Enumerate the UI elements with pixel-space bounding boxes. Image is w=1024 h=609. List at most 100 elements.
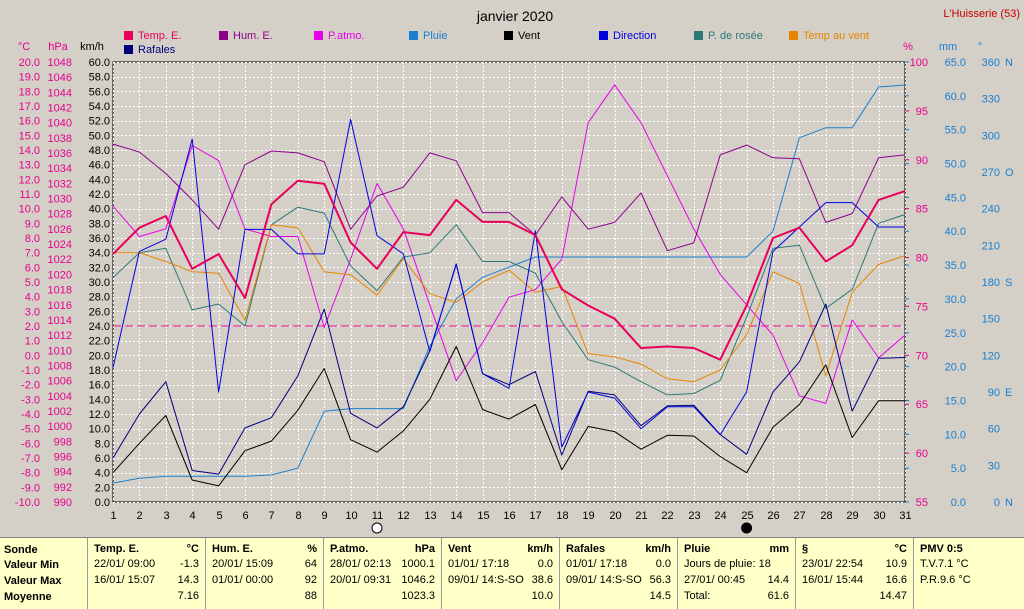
- wind-tick-label: 42.0: [89, 189, 110, 201]
- stats-wind-unit: km/h: [527, 543, 553, 555]
- stats-pmv-line2: P.R.9.6 °C: [920, 574, 971, 586]
- stats-hum-max-date: 01/01/ 00:00: [212, 574, 274, 586]
- chart-title: janvier 2020: [476, 8, 553, 24]
- pressure-tick-label: 1004: [48, 391, 72, 403]
- pressure-tick-label: 1026: [48, 224, 72, 236]
- legend-swatch: [314, 31, 323, 40]
- wind-tick-label: 40.0: [89, 204, 110, 216]
- x-tick-label: 20: [609, 510, 621, 522]
- x-tick-label: 22: [661, 510, 673, 522]
- x-tick-label: 8: [295, 510, 301, 522]
- rain-tick-label: 0.0: [951, 497, 966, 509]
- stats-min-label: Valeur Min: [4, 559, 60, 571]
- temp-axis-unit: °C: [18, 41, 30, 53]
- x-tick-label: 26: [767, 510, 779, 522]
- stats-max-label: Valeur Max: [4, 575, 62, 587]
- stats-press-header: P.atmo.: [330, 543, 369, 555]
- pressure-tick-label: 1018: [48, 285, 72, 297]
- legend-label: P. de rosée: [708, 30, 763, 42]
- stats-temp-max-val: 14.3: [177, 574, 199, 586]
- rain-tick-label: 25.0: [945, 328, 966, 340]
- temp-tick-label: 13.0: [19, 160, 40, 172]
- rain-tick-label: 5.0: [951, 463, 966, 475]
- x-tick-label: 28: [820, 510, 832, 522]
- pressure-tick-label: 1046: [48, 72, 72, 84]
- temp-tick-label: 0.0: [25, 350, 40, 362]
- legend-swatch: [789, 31, 798, 40]
- stats-press-panel: P.atmo. hPa 28/01/ 02:13 1000.1 20/01/ 0…: [324, 538, 442, 609]
- wind-tick-label: 36.0: [89, 233, 110, 245]
- temp-tick-label: -2.0: [21, 380, 40, 392]
- rain-tick-label: 30.0: [945, 294, 966, 306]
- humidity-tick-label: 55: [916, 497, 928, 509]
- temp-tick-label: 14.0: [19, 145, 40, 157]
- stats-gust-min-val: 0.0: [655, 558, 671, 570]
- legend-swatch: [409, 31, 418, 40]
- stats-press-avg: 1023.3: [401, 590, 435, 602]
- temp-tick-label: -9.0: [21, 482, 40, 494]
- legend-swatch: [694, 31, 703, 40]
- rain-tick-label: 20.0: [945, 362, 966, 374]
- x-tick-label: 27: [793, 510, 805, 522]
- wind-tick-label: 0.0: [95, 497, 110, 509]
- humidity-tick-label: 80: [916, 253, 928, 265]
- stats-temp-min-val: -1.3: [180, 558, 199, 570]
- temp-tick-label: 15.0: [19, 130, 40, 142]
- wind-tick-label: 58.0: [89, 72, 110, 84]
- temp-tick-label: -4.0: [21, 409, 40, 421]
- rain-axis-unit: mm: [939, 41, 957, 53]
- stats-wind-min-val: 0.0: [537, 558, 553, 570]
- temp-tick-label: -7.0: [21, 453, 40, 465]
- stats-pmv-header: PMV 0:5: [920, 543, 963, 555]
- stats-rain-total-label: Total:: [684, 590, 711, 602]
- pressure-tick-label: 1048: [48, 57, 72, 69]
- rain-tick-label: 50.0: [945, 159, 966, 171]
- stats-hum-min-date: 20/01/ 15:09: [212, 558, 274, 570]
- humidity-tick-label: 70: [916, 350, 928, 362]
- series-line-vent: [112, 346, 905, 487]
- series-line-direction: [112, 118, 905, 448]
- stats-gust-max-date: 09/01/ 14:S-SO: [566, 574, 642, 586]
- direction-tick-label: 90: [988, 387, 1000, 399]
- temp-tick-label: 7.0: [25, 248, 40, 260]
- x-tick-label: 17: [529, 510, 541, 522]
- stats-wind-min-date: 01/01/ 17:18: [448, 558, 510, 570]
- temp-tick-label: 1.0: [25, 336, 40, 348]
- stats-press-min-date: 28/01/ 02:13: [330, 558, 392, 570]
- stats-gust-avg: 14.5: [649, 590, 671, 602]
- wind-tick-label: 10.0: [89, 424, 110, 436]
- wind-tick-label: 14.0: [89, 394, 110, 406]
- series-line-hum-e-: [112, 143, 906, 252]
- stats-rain-unit: mm: [769, 543, 789, 555]
- pressure-axis-unit: hPa: [48, 41, 68, 53]
- pressure-tick-label: 1022: [48, 254, 72, 266]
- direction-tick-label: 330: [982, 94, 1000, 106]
- pressure-tick-label: 1032: [48, 178, 72, 190]
- x-tick-label: 14: [450, 510, 462, 522]
- stats-press-unit: hPa: [414, 543, 435, 555]
- direction-tick-label: 240: [982, 204, 1000, 216]
- chart-legend: Temp. E. Hum. E. P.atmo. Pluie Vent Direction…: [124, 30, 869, 56]
- rain-tick-label: 65.0: [945, 57, 966, 69]
- legend-swatch: [124, 31, 133, 40]
- rain-tick-label: 10.0: [945, 429, 966, 441]
- stats-press-max-date: 20/01/ 09:31: [330, 574, 392, 586]
- stats-rain-max-date: 27/01/ 00:45: [684, 574, 746, 586]
- direction-tick-label: 300: [982, 130, 1000, 142]
- x-tick-label: 4: [189, 510, 195, 522]
- wind-tick-label: 26.0: [89, 306, 110, 318]
- stats-wind-max-val: 38.6: [531, 574, 553, 586]
- stats-wind-avg: 10.0: [531, 590, 553, 602]
- legend-label: Temp au vent: [803, 30, 869, 42]
- stats-gust-max-val: 56.3: [649, 574, 671, 586]
- humidity-tick-label: 60: [916, 448, 928, 460]
- stats-hum-avg: 88: [304, 590, 317, 602]
- stats-rain-total-val: 61.6: [767, 590, 789, 602]
- stats-dew-min-val: 10.9: [885, 558, 907, 570]
- x-tick-label: 3: [163, 510, 169, 522]
- direction-cardinal-label: E: [1005, 387, 1012, 399]
- wind-tick-label: 22.0: [89, 336, 110, 348]
- pressure-tick-label: 1002: [48, 406, 72, 418]
- stats-table: Sonde Valeur Min Valeur Max Moyenne Temp…: [0, 537, 1024, 609]
- wind-tick-label: 30.0: [89, 277, 110, 289]
